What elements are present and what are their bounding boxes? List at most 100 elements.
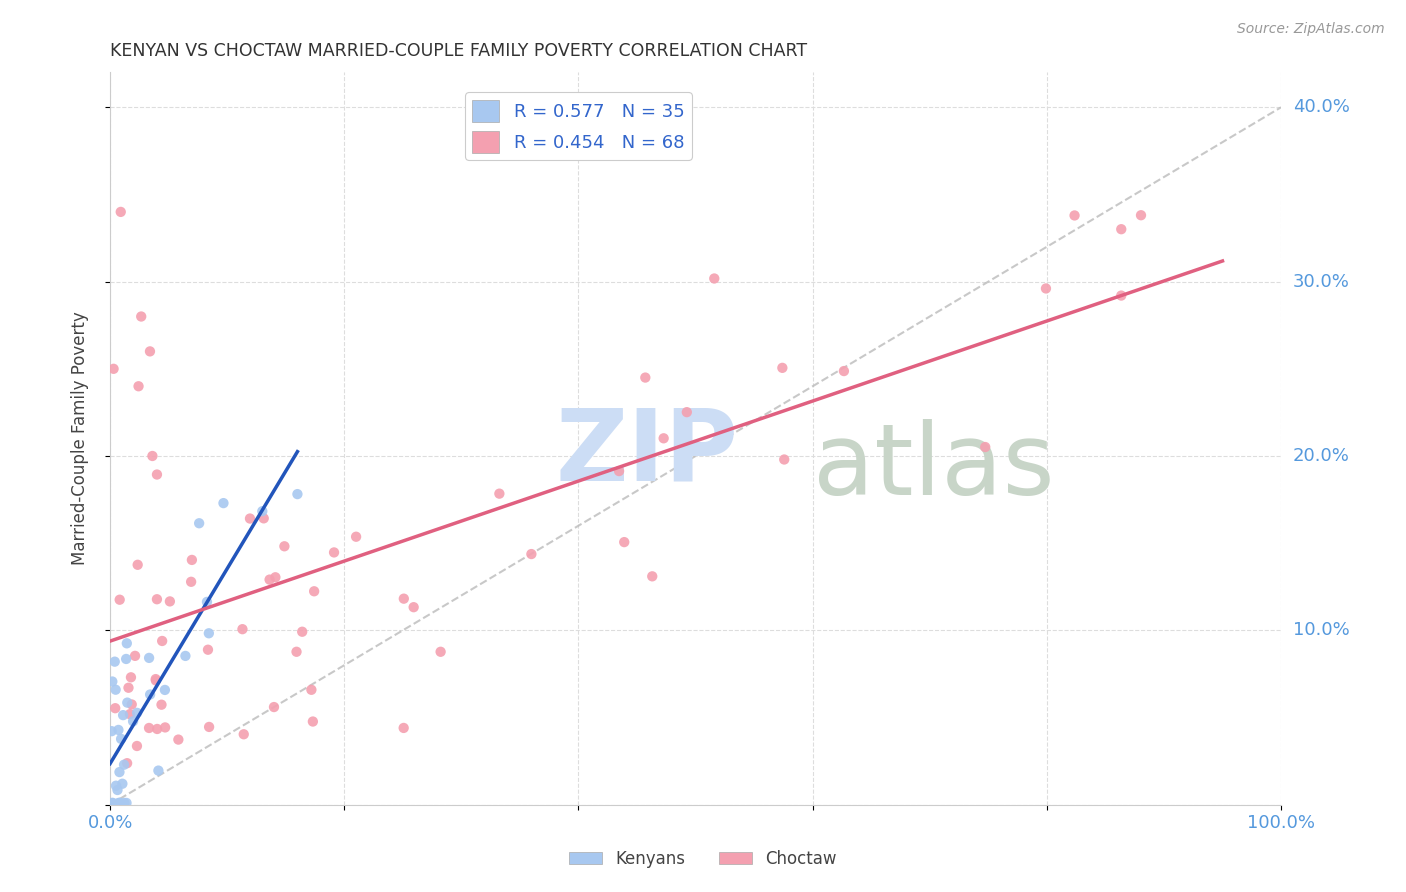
Point (100, 724, 122, 739)
Point (121, 698, 143, 712)
Point (253, 511, 276, 525)
Point (101, 674, 124, 689)
Point (607, 464, 630, 478)
Point (344, 530, 367, 544)
Point (159, 594, 181, 608)
Point (110, 205, 132, 219)
Point (264, 570, 287, 584)
Point (299, 682, 322, 697)
Point (115, 756, 138, 771)
Point (115, 652, 138, 666)
Point (180, 553, 202, 567)
Point (115, 796, 138, 810)
Text: 10.0%: 10.0% (1292, 622, 1350, 640)
Point (120, 670, 142, 684)
Point (108, 796, 131, 810)
Point (273, 539, 295, 553)
Point (117, 681, 139, 695)
Point (974, 440, 997, 454)
Point (127, 558, 149, 572)
Point (104, 682, 127, 697)
Point (675, 405, 697, 419)
Point (488, 486, 510, 500)
Point (112, 796, 135, 810)
Point (107, 783, 129, 797)
Point (145, 672, 167, 686)
Point (128, 379, 150, 393)
Point (195, 595, 218, 609)
Y-axis label: Married-Couple Family Poverty: Married-Couple Family Poverty (72, 311, 89, 566)
Point (1130, 208, 1153, 222)
Point (103, 361, 125, 376)
Point (146, 467, 169, 482)
Point (167, 732, 190, 747)
Point (703, 271, 725, 285)
Point (138, 651, 160, 665)
Point (124, 648, 146, 663)
Point (1063, 209, 1085, 223)
Point (770, 360, 793, 375)
Point (117, 696, 139, 710)
Point (302, 584, 325, 599)
Point (263, 700, 285, 714)
Point (146, 592, 169, 607)
Point (122, 714, 145, 729)
Point (180, 574, 202, 589)
Point (232, 727, 254, 741)
Point (197, 642, 219, 657)
Point (108, 765, 131, 780)
Point (1109, 222, 1132, 236)
Point (104, 655, 127, 669)
Point (112, 757, 135, 772)
Point (145, 673, 167, 688)
Point (392, 591, 415, 606)
Point (118, 707, 141, 722)
Point (239, 511, 262, 525)
Point (148, 764, 170, 778)
Point (141, 449, 163, 463)
Text: 30.0%: 30.0% (1292, 273, 1350, 291)
Point (402, 600, 425, 615)
Point (287, 487, 309, 501)
Point (652, 431, 675, 445)
Point (104, 701, 127, 715)
Text: ZIP: ZIP (555, 405, 738, 501)
Point (641, 569, 664, 583)
Point (613, 535, 636, 549)
Point (125, 739, 148, 753)
Point (832, 364, 855, 378)
Point (231, 622, 253, 636)
Point (150, 698, 173, 712)
Point (252, 504, 274, 518)
Point (104, 779, 127, 793)
Point (634, 370, 657, 384)
Point (107, 796, 129, 810)
Point (138, 721, 160, 735)
Point (188, 516, 211, 531)
Point (198, 720, 221, 734)
Point (115, 636, 138, 650)
Point (101, 796, 124, 810)
Text: KENYAN VS CHOCTAW MARRIED-COUPLE FAMILY POVERTY CORRELATION CHART: KENYAN VS CHOCTAW MARRIED-COUPLE FAMILY … (110, 42, 807, 60)
Point (107, 723, 129, 737)
Point (520, 547, 543, 561)
Text: 40.0%: 40.0% (1292, 98, 1350, 116)
Point (302, 714, 325, 729)
Point (174, 648, 197, 663)
Point (153, 682, 176, 697)
Point (129, 310, 152, 324)
Point (1035, 281, 1057, 295)
Point (323, 545, 346, 559)
Legend: Kenyans, Choctaw: Kenyans, Choctaw (562, 844, 844, 875)
Point (146, 722, 169, 736)
Text: Source: ZipAtlas.com: Source: ZipAtlas.com (1237, 22, 1385, 37)
Point (1109, 288, 1132, 302)
Point (773, 452, 796, 467)
Point (212, 496, 235, 510)
Point (429, 645, 451, 659)
Text: 20.0%: 20.0% (1292, 447, 1350, 465)
Point (139, 688, 162, 702)
Legend: R = 0.577   N = 35, R = 0.454   N = 68: R = 0.577 N = 35, R = 0.454 N = 68 (465, 93, 692, 160)
Point (259, 573, 281, 587)
Point (285, 645, 308, 659)
